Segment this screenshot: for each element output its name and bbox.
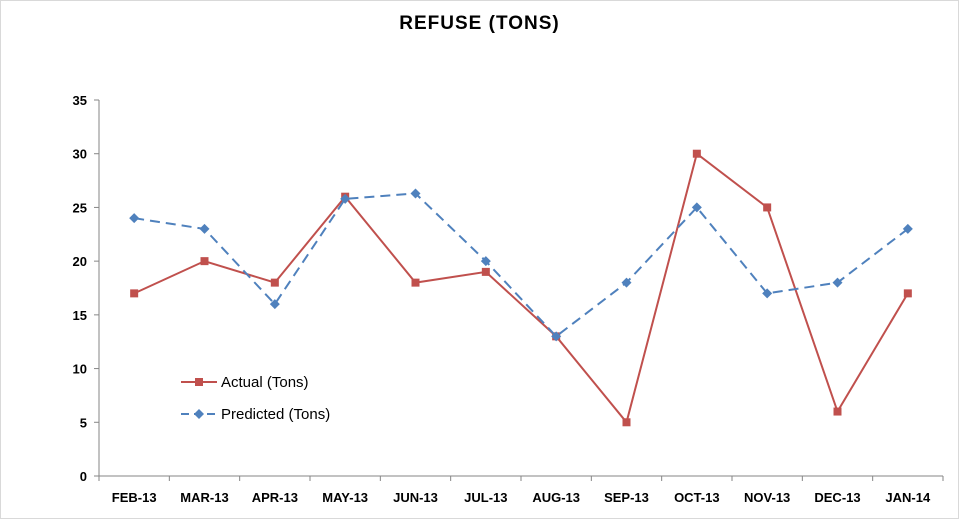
data-point-predicted xyxy=(410,188,421,199)
data-point-predicted xyxy=(269,299,280,310)
legend-label-1: Actual (Tons) xyxy=(221,374,309,391)
x-tick-label: SEP-13 xyxy=(604,490,649,505)
data-point-predicted xyxy=(762,288,773,299)
data-point-actual xyxy=(200,257,209,266)
series-line-2 xyxy=(134,192,909,338)
x-tick-label: DEC-13 xyxy=(814,490,860,505)
x-tick-label: JAN-14 xyxy=(885,490,931,505)
x-tick-label: JUL-13 xyxy=(464,490,507,505)
data-point-actual xyxy=(763,203,772,212)
data-point-actual xyxy=(411,278,420,287)
y-tick-label: 5 xyxy=(80,415,87,430)
data-point-predicted xyxy=(129,213,140,224)
data-point-actual xyxy=(130,289,139,298)
chart-title: REFUSE (TONS) xyxy=(399,13,560,34)
y-tick-label: 25 xyxy=(73,200,87,215)
data-point-actual xyxy=(270,278,279,287)
data-point-actual xyxy=(692,149,701,158)
data-point-actual xyxy=(903,289,912,298)
y-tick-label: 0 xyxy=(80,469,87,484)
x-tick-label: AUG-13 xyxy=(532,490,580,505)
x-tick-label: FEB-13 xyxy=(112,490,157,505)
data-point-predicted xyxy=(340,193,351,204)
x-tick-label: JUN-13 xyxy=(393,490,438,505)
legend-marker-predicted xyxy=(194,409,204,419)
data-point-predicted xyxy=(621,277,632,288)
data-point-predicted xyxy=(902,223,913,234)
data-point-predicted xyxy=(480,256,491,267)
y-tick-label: 20 xyxy=(73,254,87,269)
x-tick-label: APR-13 xyxy=(252,490,298,505)
data-point-actual xyxy=(481,267,490,276)
data-point-predicted xyxy=(199,223,210,234)
y-tick-label: 35 xyxy=(73,93,87,108)
data-point-predicted xyxy=(832,277,843,288)
series-line-1 xyxy=(133,152,909,425)
x-tick-label: MAY-13 xyxy=(322,490,368,505)
x-tick-label: NOV-13 xyxy=(744,490,790,505)
y-tick-label: 15 xyxy=(73,308,87,323)
x-tick-label: OCT-13 xyxy=(674,490,720,505)
legend-label-2: Predicted (Tons) xyxy=(221,406,330,423)
y-tick-label: 10 xyxy=(73,362,87,377)
data-point-predicted xyxy=(691,202,702,213)
x-tick-label: MAR-13 xyxy=(180,490,228,505)
legend-marker-actual xyxy=(195,378,203,386)
data-point-predicted xyxy=(551,331,562,342)
data-point-actual xyxy=(622,418,631,427)
y-tick-label: 30 xyxy=(73,147,87,162)
data-point-actual xyxy=(833,407,842,416)
